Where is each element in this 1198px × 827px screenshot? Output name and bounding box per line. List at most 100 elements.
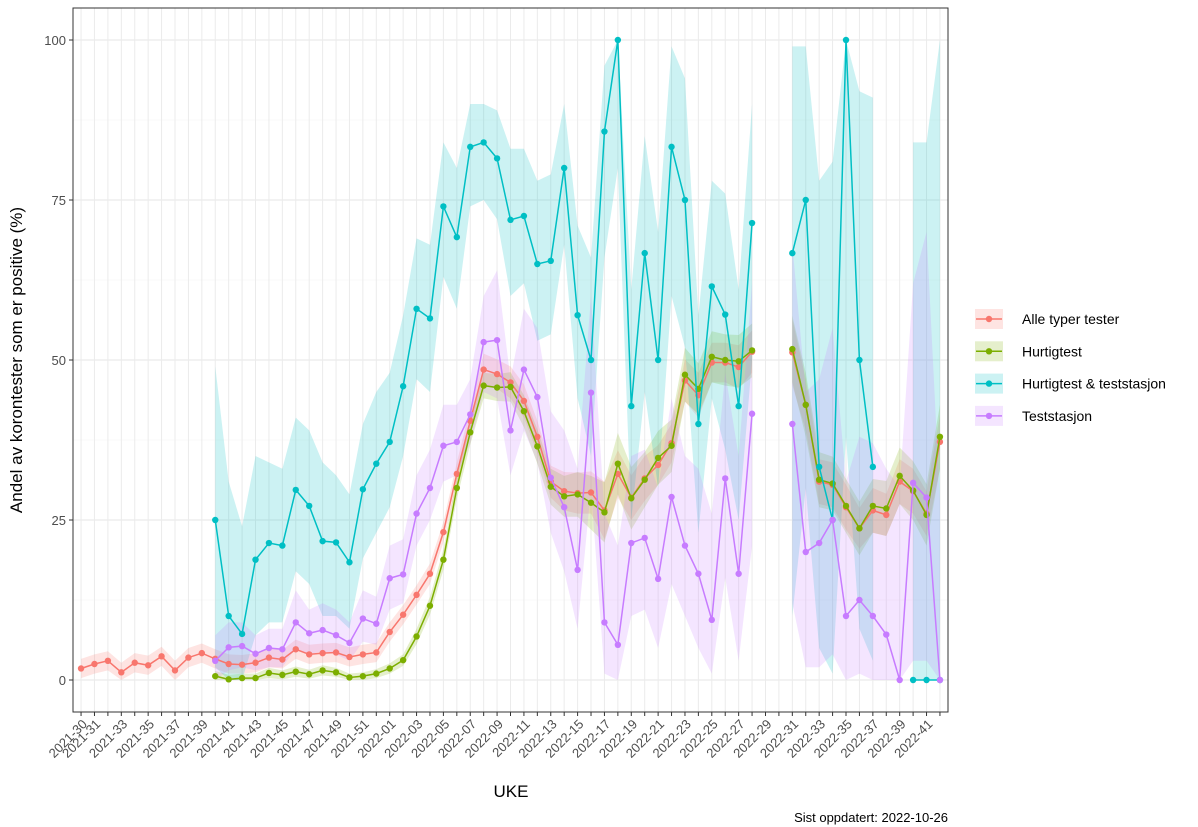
- data-point: [238, 630, 246, 638]
- data-point: [601, 128, 608, 135]
- data-point: [440, 203, 447, 210]
- data-point: [534, 393, 541, 401]
- data-point: [614, 470, 622, 478]
- data-point: [467, 143, 474, 151]
- legend-key-point: [985, 315, 993, 323]
- data-point: [413, 633, 420, 640]
- data-point: [628, 495, 635, 502]
- data-point: [560, 504, 568, 511]
- data-point: [923, 511, 930, 519]
- data-point: [319, 537, 326, 545]
- data-point: [332, 649, 340, 656]
- y-tick-label: 50: [52, 353, 66, 368]
- data-point: [292, 486, 299, 494]
- data-point: [480, 338, 487, 346]
- confidence-band: [792, 232, 940, 680]
- data-point: [359, 672, 367, 680]
- data-point: [225, 660, 232, 668]
- data-point: [440, 556, 447, 563]
- data-point: [896, 472, 903, 480]
- data-point: [641, 534, 648, 542]
- legend-key-point: [985, 380, 993, 387]
- data-point: [520, 366, 528, 373]
- data-point: [748, 410, 756, 417]
- data-point: [185, 654, 192, 661]
- data-point: [869, 612, 877, 620]
- data-point: [560, 488, 568, 495]
- data-point: [507, 379, 514, 386]
- data-point: [842, 502, 850, 510]
- data-point: [91, 660, 98, 668]
- data-point: [614, 460, 622, 467]
- lines: [77, 36, 944, 684]
- y-tick-label: 25: [52, 513, 66, 528]
- data-point: [681, 542, 689, 549]
- data-point: [722, 311, 729, 318]
- data-point: [265, 539, 273, 547]
- data-point: [346, 559, 353, 566]
- data-point: [856, 596, 863, 604]
- data-point: [856, 356, 863, 364]
- data-point: [614, 641, 622, 648]
- data-point: [265, 654, 273, 661]
- data-point: [547, 474, 554, 481]
- data-point: [453, 233, 461, 241]
- data-point: [748, 347, 756, 354]
- data-point: [252, 659, 259, 666]
- data-point: [815, 463, 823, 471]
- data-point: [722, 356, 729, 364]
- data-point: [292, 646, 299, 653]
- data-point: [359, 615, 367, 622]
- data-point: [628, 402, 635, 410]
- confidence-band: [215, 323, 753, 680]
- data-point: [507, 427, 514, 434]
- data-point: [520, 397, 528, 405]
- confidence-band: [792, 319, 940, 549]
- data-point: [480, 382, 487, 389]
- data-point: [668, 493, 675, 501]
- data-point: [493, 336, 501, 344]
- data-point: [923, 494, 930, 501]
- data-point: [883, 505, 890, 512]
- data-point: [225, 612, 232, 620]
- data-point: [279, 646, 286, 653]
- confidence-band: [81, 330, 753, 680]
- confidence-band: [913, 40, 940, 680]
- data-point: [212, 672, 219, 680]
- data-point: [252, 674, 259, 682]
- data-point: [453, 438, 461, 446]
- data-point: [534, 443, 541, 450]
- data-point: [467, 429, 474, 436]
- data-point: [735, 570, 742, 577]
- data-point: [279, 542, 286, 549]
- data-point: [158, 653, 165, 660]
- data-point: [346, 653, 353, 661]
- data-point: [507, 216, 514, 224]
- data-point: [238, 661, 246, 668]
- data-point: [909, 676, 917, 684]
- data-point: [426, 315, 434, 322]
- data-point: [574, 312, 581, 319]
- data-point: [453, 470, 461, 478]
- data-point: [467, 411, 474, 418]
- data-point: [547, 257, 554, 264]
- data-point: [279, 671, 286, 679]
- data-point: [319, 626, 326, 634]
- data-point: [654, 461, 662, 469]
- data-point: [212, 657, 219, 664]
- data-point: [131, 659, 138, 666]
- data-point: [118, 669, 125, 676]
- data-point: [842, 612, 850, 620]
- data-point: [520, 408, 528, 415]
- data-point: [399, 611, 407, 618]
- grid: [73, 8, 948, 712]
- data-point: [534, 433, 541, 440]
- data-point: [641, 476, 648, 483]
- data-point: [708, 616, 716, 624]
- data-point: [305, 630, 313, 637]
- data-point: [587, 356, 595, 364]
- legend-label: Alle typer tester: [1022, 311, 1120, 327]
- data-point: [668, 442, 675, 449]
- data-point: [386, 438, 393, 446]
